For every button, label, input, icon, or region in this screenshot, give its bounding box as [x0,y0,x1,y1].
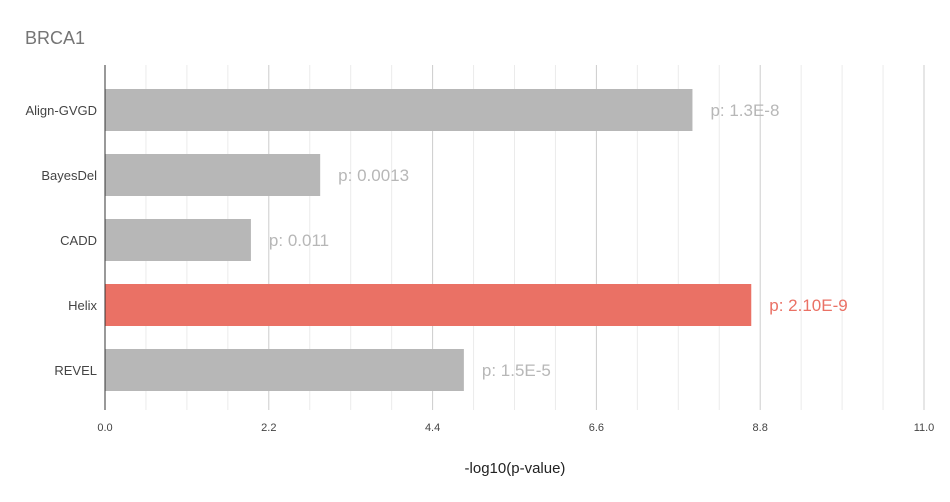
bar [105,349,464,391]
x-tick-label: 6.6 [589,422,604,434]
data-label: p: 1.3E-8 [710,101,779,120]
category-label: REVEL [54,363,97,378]
data-label: p: 0.0013 [338,166,409,185]
bar [105,154,321,196]
bars [105,89,752,391]
bar [105,219,251,261]
data-label: p: 1.5E-5 [482,361,551,380]
data-labels: p: 1.3E-8 p: 0.0013 p: 0.011 p: 2.10E-9 p: 1… [269,101,848,380]
category-label: BayesDel [41,168,97,183]
category-label: Align-GVGD [25,103,97,118]
x-tick-label: 8.8 [753,422,768,434]
category-label: CADD [60,233,97,248]
x-tick-labels: 0.0 2.2 4.4 6.6 8.8 11.0 [97,422,934,434]
x-tick-label: 0.0 [97,422,112,434]
x-tick-label: 11.0 [914,422,935,434]
bar [105,89,693,131]
category-label: Helix [68,298,97,313]
chart-title: BRCA1 [25,28,85,48]
x-tick-label: 2.2 [261,422,276,434]
data-label: p: 2.10E-9 [769,296,847,315]
x-tick-label: 4.4 [425,422,440,434]
x-axis-title: -log10(p-value) [465,460,566,477]
category-labels: Align-GVGD BayesDel CADD Helix REVEL [25,103,97,378]
data-label: p: 0.011 [269,231,329,250]
bar [105,284,752,326]
